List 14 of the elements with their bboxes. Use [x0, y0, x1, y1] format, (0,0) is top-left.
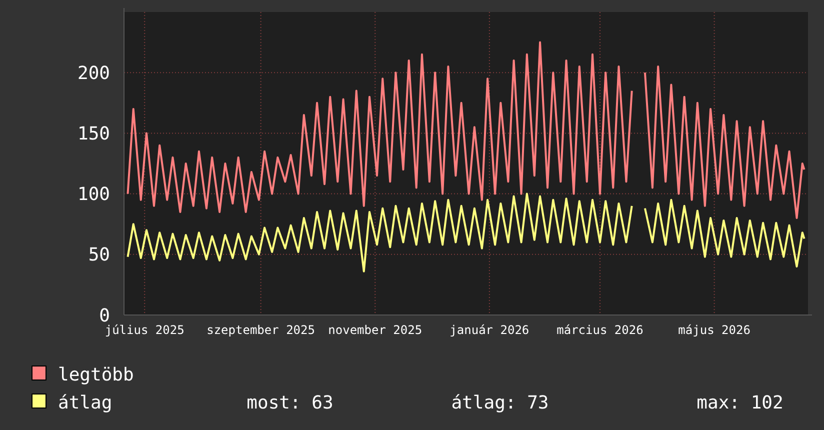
y-tick-label: 100 — [77, 184, 110, 206]
x-tick-label: január 2026 — [450, 323, 530, 337]
text: átlag: 73 — [451, 392, 549, 414]
x-tick-label: március 2026 — [556, 323, 644, 337]
x-tick-label: november 2025 — [328, 323, 422, 337]
x-tick-label: szeptember 2025 — [206, 323, 315, 337]
text: most: 63 — [246, 392, 334, 414]
x-tick-label: május 2026 — [678, 323, 750, 337]
legend-label: átlag — [58, 392, 112, 414]
text: max: 102 — [696, 392, 784, 414]
y-tick-label: 150 — [77, 124, 110, 144]
legend-label: legtöbb — [58, 364, 134, 386]
y-tick-label: 50 — [88, 244, 110, 266]
y-tick-label: 200 — [77, 62, 110, 84]
